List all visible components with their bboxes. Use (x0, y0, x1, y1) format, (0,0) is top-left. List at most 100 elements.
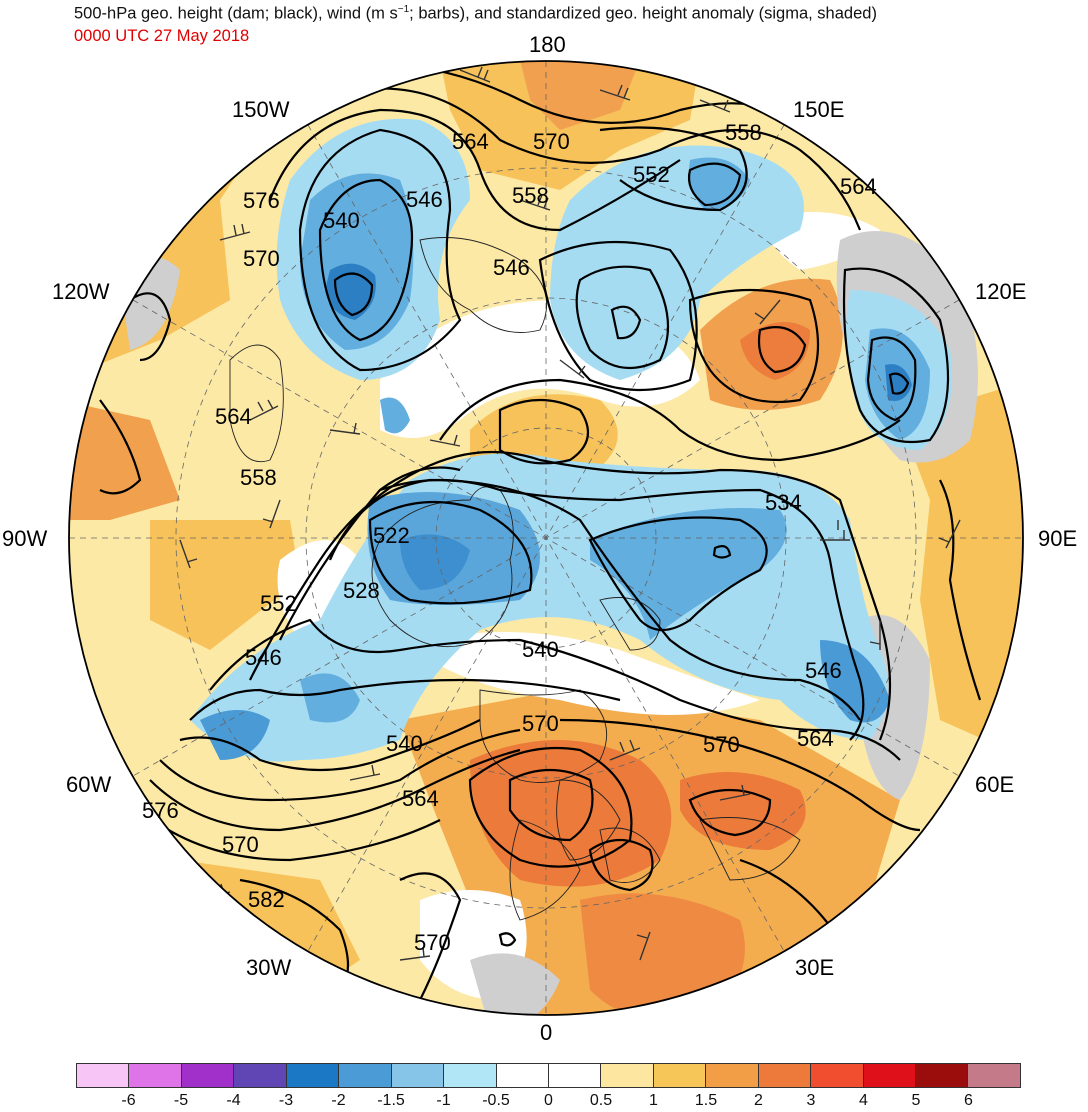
colorbar-swatch (916, 1064, 969, 1087)
map-title: 500-hPa geo. height (dam; black), wind (… (74, 4, 877, 23)
lon-label-upper-left: 120W (52, 279, 110, 304)
contour-label: 570 (533, 129, 570, 154)
coastlines (229, 237, 801, 921)
lon-label-bottom-right: 30E (795, 955, 834, 980)
colorbar-swatch (391, 1064, 445, 1087)
colorbar-swatch (77, 1064, 130, 1087)
colorbar-swatch (129, 1064, 182, 1087)
colorbar-tick-label: 2 (754, 1092, 763, 1109)
anomaly-colorbar (76, 1063, 1021, 1088)
lon-label-lower-left: 60W (66, 772, 111, 797)
colorbar-tick-label: 1 (649, 1092, 658, 1109)
colorbar-swatch (653, 1064, 707, 1087)
lon-label-top-right: 150E (793, 97, 844, 122)
colorbar-swatch (339, 1064, 392, 1087)
contour-label: 540 (386, 731, 423, 756)
graticule (69, 61, 1023, 1015)
anomaly-positive-region (69, 400, 180, 520)
contour-label: 540 (522, 637, 559, 662)
lon-label-bottom: 0 (540, 1020, 552, 1045)
map-boundary (68, 60, 1024, 1016)
anomaly-negative-region (820, 640, 890, 723)
contour-label: 558 (240, 465, 277, 490)
contour-label: 576 (243, 188, 280, 213)
anomaly-negative-region (200, 710, 270, 760)
colorbar-tick-label: 4 (859, 1092, 868, 1109)
wind-barbs (179, 66, 961, 961)
anomaly-positive-region (150, 520, 300, 650)
colorbar-swatch (601, 1064, 654, 1087)
colorbar-swatch (444, 1064, 497, 1087)
lon-label-bottom-left: 30W (246, 955, 291, 980)
contour-label: 570 (522, 711, 559, 736)
contour-label: 546 (245, 645, 282, 670)
contour-label: 570 (703, 732, 740, 757)
contour-label: 564 (402, 786, 439, 811)
contour-label: 546 (493, 255, 530, 280)
colorbar-labels: -6 -5 -4 -3 -2 -1.5 -1 -0.5 0 0.5 1 1.5 2 3 4 5 6 (76, 1092, 1021, 1112)
contour-label: 540 (323, 208, 360, 233)
contour-label: 570 (414, 930, 451, 955)
anomaly-negative-region (380, 397, 410, 434)
colorbar-tick-label: -1 (436, 1092, 451, 1109)
contour-label: 558 (725, 120, 762, 145)
map-panel: 180 150W 150E 120W 120E 90W 90E 60W 60E … (2, 32, 1077, 1045)
neutral-region (430, 632, 760, 715)
contour-label: 552 (260, 591, 297, 616)
contour-label: 528 (343, 578, 380, 603)
colorbar-tick-label: -2 (331, 1092, 346, 1109)
contour-label: 546 (805, 658, 842, 683)
gray-shaded-region (470, 953, 560, 1015)
lon-label-top: 180 (529, 32, 566, 57)
colorbar-swatch (548, 1064, 602, 1087)
colorbar-tick-label: 5 (911, 1092, 921, 1109)
contour-labels: 564 570 558 552 564 576 540 546 570 546 … (142, 120, 877, 955)
lon-label-right: 90E (1038, 526, 1077, 551)
longitude-labels: 180 150W 150E 120W 120E 90W 90E 60W 60E … (2, 32, 1077, 1045)
contour-label: 522 (373, 523, 410, 548)
contour-label: 564 (840, 174, 877, 199)
polar-map: 180 150W 150E 120W 120E 90W 90E 60W 60E … (2, 32, 1077, 1045)
colorbar-tick-label: -3 (278, 1092, 294, 1109)
contour-label: 570 (243, 246, 280, 271)
map-subtitle: 0000 UTC 27 May 2018 (74, 27, 250, 45)
anomaly-negative-region (300, 173, 414, 350)
contour-label: 564 (452, 129, 489, 154)
colorbar-swatch (496, 1064, 549, 1087)
colorbar-tick-label: 0.5 (589, 1092, 613, 1109)
colorbar-swatch (286, 1064, 340, 1087)
colorbar-tick-label: 6 (964, 1092, 973, 1109)
lon-label-lower-right: 60E (975, 772, 1014, 797)
colorbar-swatch (863, 1064, 916, 1087)
lon-label-left: 90W (2, 526, 47, 551)
contour-label: 576 (142, 798, 179, 823)
contour-label: 570 (222, 832, 259, 857)
colorbar-swatch (968, 1064, 1020, 1087)
contour-label: 564 (215, 404, 252, 429)
colorbar-tick-label: -6 (121, 1092, 136, 1109)
map-disc (69, 61, 1023, 1015)
colorbar-tick-label: -5 (173, 1092, 189, 1109)
colorbar-tick-label: 3 (806, 1092, 816, 1109)
colorbar-swatch (181, 1064, 235, 1087)
contour-label: 558 (512, 183, 549, 208)
colorbar-tick-label: -1.5 (377, 1092, 405, 1109)
contour-label: 546 (406, 187, 443, 212)
colorbar-swatch (234, 1064, 287, 1087)
anomaly-positive-region (900, 380, 1023, 760)
neutral-region (277, 540, 360, 640)
colorbar-tick-label: -4 (226, 1092, 241, 1109)
anomaly-negative-region (590, 508, 787, 640)
anomaly-negative-region (300, 673, 360, 723)
colorbar-tick-label: 1.5 (694, 1092, 718, 1109)
lon-label-upper-right: 120E (975, 279, 1026, 304)
contour-label: 552 (633, 162, 670, 187)
contour-label: 582 (248, 887, 285, 912)
anomaly-negative-core (400, 534, 470, 590)
contour-label: 534 (765, 490, 802, 515)
colorbar-swatch (758, 1064, 812, 1087)
colorbar-swatch (811, 1064, 864, 1087)
colorbar-swatch (706, 1064, 759, 1087)
lon-label-top-left: 150W (232, 97, 290, 122)
contour-label: 564 (797, 726, 834, 751)
